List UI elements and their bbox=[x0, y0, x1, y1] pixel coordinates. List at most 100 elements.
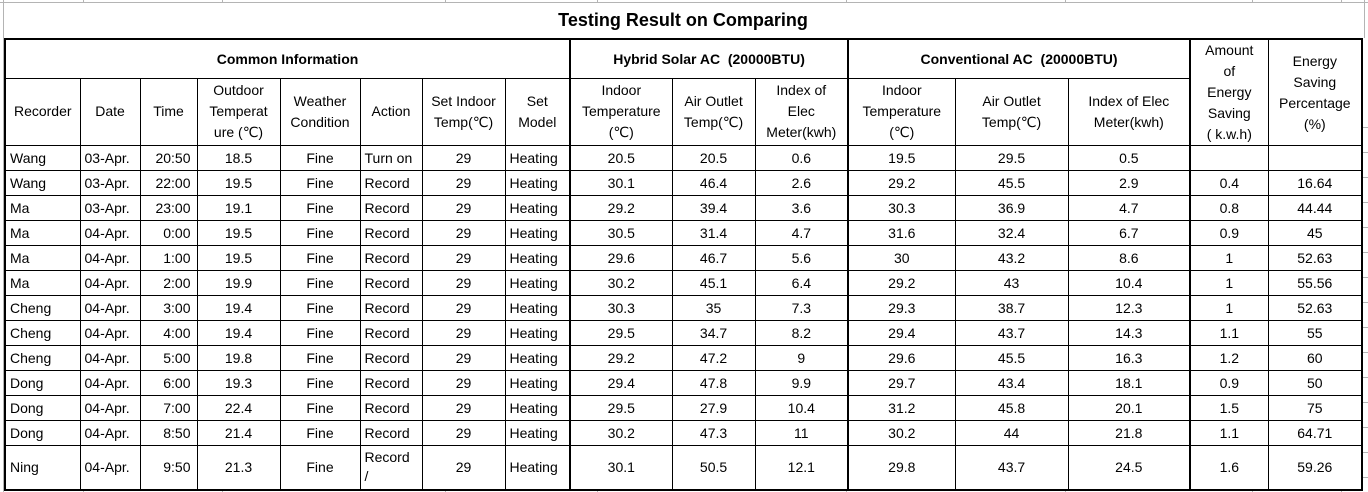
cell[interactable]: 30.1 bbox=[569, 170, 673, 196]
column-header-hybrid-indoor-temperature[interactable]: Indoor Temperature (℃) bbox=[569, 77, 673, 147]
cell[interactable]: 0.4 bbox=[1189, 170, 1269, 196]
cell[interactable]: 29.8 bbox=[847, 445, 956, 490]
cell[interactable]: 47.3 bbox=[671, 420, 756, 446]
cell[interactable]: 12.3 bbox=[1067, 295, 1191, 321]
cell[interactable]: Fine bbox=[279, 245, 361, 271]
cell[interactable]: 29 bbox=[421, 170, 506, 196]
cell[interactable]: Heating bbox=[504, 195, 571, 221]
cell[interactable]: Record bbox=[359, 270, 423, 296]
column-header-date[interactable]: Date bbox=[79, 77, 141, 147]
cell[interactable]: 23:00 bbox=[139, 195, 198, 221]
cell[interactable]: 21.3 bbox=[196, 445, 281, 490]
cell[interactable]: 2:00 bbox=[139, 270, 198, 296]
cell[interactable]: Ma bbox=[4, 270, 81, 296]
cell[interactable]: 43 bbox=[954, 270, 1069, 296]
cell[interactable]: 29 bbox=[421, 295, 506, 321]
cell[interactable]: 29.4 bbox=[847, 320, 956, 346]
cell[interactable]: 4.7 bbox=[1067, 195, 1191, 221]
cell[interactable]: Fine bbox=[279, 420, 361, 446]
cell[interactable]: Ning bbox=[4, 445, 81, 490]
cell[interactable]: 5:00 bbox=[139, 345, 198, 371]
cell[interactable]: Turn on bbox=[359, 145, 423, 171]
cell[interactable]: 04-Apr. bbox=[79, 320, 141, 346]
cell[interactable]: 18.5 bbox=[196, 145, 281, 171]
cell[interactable]: Fine bbox=[279, 320, 361, 346]
cell[interactable]: 0.9 bbox=[1189, 370, 1269, 396]
cell[interactable]: 20.1 bbox=[1067, 395, 1191, 421]
cell[interactable]: 29 bbox=[421, 395, 506, 421]
cell[interactable]: 6.7 bbox=[1067, 220, 1191, 246]
cell[interactable]: 47.8 bbox=[671, 370, 756, 396]
cell[interactable]: Record bbox=[359, 420, 423, 446]
cell[interactable]: Cheng bbox=[4, 345, 81, 371]
cell[interactable]: 29.5 bbox=[569, 320, 673, 346]
cell[interactable]: Fine bbox=[279, 445, 361, 490]
cell[interactable]: 20.5 bbox=[569, 145, 673, 171]
cell[interactable]: Fine bbox=[279, 170, 361, 196]
cell[interactable]: 29 bbox=[421, 445, 506, 490]
cell[interactable]: 29.7 bbox=[847, 370, 956, 396]
cell[interactable]: 03-Apr. bbox=[79, 145, 141, 171]
cell[interactable]: Heating bbox=[504, 270, 571, 296]
column-header-set-indoor-temp[interactable]: Set Indoor Temp(℃) bbox=[421, 77, 506, 147]
cell[interactable]: 16.64 bbox=[1267, 170, 1363, 196]
section-header-common-information[interactable]: Common Information bbox=[4, 38, 571, 79]
cell[interactable]: 30.3 bbox=[569, 295, 673, 321]
cell[interactable]: Record bbox=[359, 345, 423, 371]
cell[interactable]: 3.6 bbox=[754, 195, 849, 221]
cell[interactable]: 45.5 bbox=[954, 345, 1069, 371]
cell[interactable]: 20:50 bbox=[139, 145, 198, 171]
cell[interactable]: 2.9 bbox=[1067, 170, 1191, 196]
cell[interactable]: Record / bbox=[359, 445, 423, 490]
column-header-conventional-index-of-elec-meter[interactable]: Index of Elec Meter(kwh) bbox=[1067, 77, 1191, 147]
cell[interactable]: Fine bbox=[279, 295, 361, 321]
cell[interactable]: 04-Apr. bbox=[79, 395, 141, 421]
cell[interactable]: Fine bbox=[279, 395, 361, 421]
cell[interactable]: 43.4 bbox=[954, 370, 1069, 396]
cell[interactable]: Heating bbox=[504, 320, 571, 346]
cell[interactable]: Record bbox=[359, 245, 423, 271]
column-header-time[interactable]: Time bbox=[139, 77, 198, 147]
cell[interactable]: 64.71 bbox=[1267, 420, 1363, 446]
cell[interactable]: 29.2 bbox=[569, 345, 673, 371]
cell[interactable]: 04-Apr. bbox=[79, 420, 141, 446]
cell[interactable]: 36.9 bbox=[954, 195, 1069, 221]
cell[interactable]: 32.4 bbox=[954, 220, 1069, 246]
cell[interactable]: 50 bbox=[1267, 370, 1363, 396]
cell[interactable]: 7:00 bbox=[139, 395, 198, 421]
cell[interactable]: Fine bbox=[279, 145, 361, 171]
cell[interactable]: 9.9 bbox=[754, 370, 849, 396]
cell[interactable]: Fine bbox=[279, 370, 361, 396]
cell[interactable]: 19.1 bbox=[196, 195, 281, 221]
cell[interactable]: 44.44 bbox=[1267, 195, 1363, 221]
cell[interactable]: Record bbox=[359, 220, 423, 246]
cell[interactable]: Fine bbox=[279, 220, 361, 246]
cell[interactable]: Record bbox=[359, 295, 423, 321]
cell[interactable]: Fine bbox=[279, 270, 361, 296]
column-header-set-model[interactable]: Set Model bbox=[504, 77, 571, 147]
cell[interactable]: Heating bbox=[504, 345, 571, 371]
cell[interactable]: Heating bbox=[504, 295, 571, 321]
cell[interactable]: 14.3 bbox=[1067, 320, 1191, 346]
cell[interactable]: 29.5 bbox=[954, 145, 1069, 171]
cell[interactable]: 04-Apr. bbox=[79, 370, 141, 396]
cell[interactable]: 1 bbox=[1189, 295, 1269, 321]
column-header-conventional-air-outlet-temp[interactable]: Air Outlet Temp(℃) bbox=[954, 77, 1069, 147]
cell[interactable]: 21.8 bbox=[1067, 420, 1191, 446]
column-header-weather-condition[interactable]: Weather Condition bbox=[279, 77, 361, 147]
cell[interactable]: 1.2 bbox=[1189, 345, 1269, 371]
cell[interactable]: 31.2 bbox=[847, 395, 956, 421]
cell[interactable]: 1 bbox=[1189, 245, 1269, 271]
cell[interactable]: 8.6 bbox=[1067, 245, 1191, 271]
cell[interactable]: 45.1 bbox=[671, 270, 756, 296]
cell[interactable]: 19.9 bbox=[196, 270, 281, 296]
cell[interactable]: 12.1 bbox=[754, 445, 849, 490]
column-header-outdoor-temperature[interactable]: Outdoor Temperat ure (℃) bbox=[196, 77, 281, 147]
cell[interactable]: 19.4 bbox=[196, 320, 281, 346]
cell[interactable]: 29.5 bbox=[569, 395, 673, 421]
cell[interactable]: 04-Apr. bbox=[79, 445, 141, 490]
cell[interactable]: 59.26 bbox=[1267, 445, 1363, 490]
cell[interactable]: 9 bbox=[754, 345, 849, 371]
cell[interactable]: 3:00 bbox=[139, 295, 198, 321]
column-header-conventional-indoor-temperature[interactable]: Indoor Temperature (℃) bbox=[847, 77, 956, 147]
